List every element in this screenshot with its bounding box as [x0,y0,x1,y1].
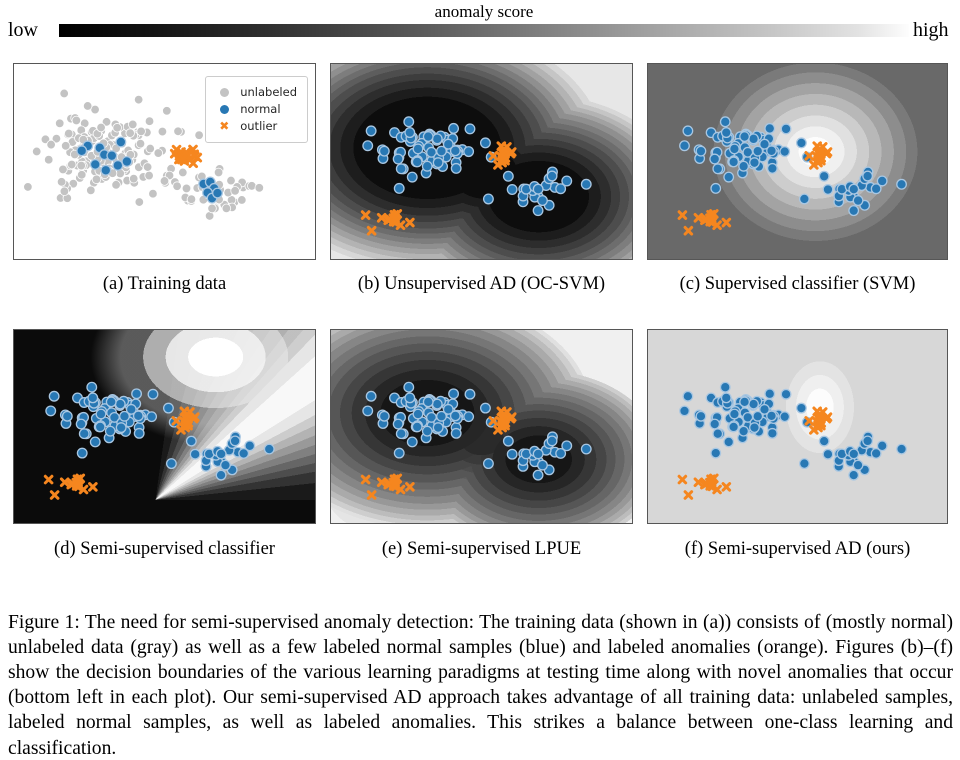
subcaption-d: (d) Semi-supervised classifier [54,539,275,559]
panel-svm [647,63,948,260]
scatter-plot-semisup-classifier [43,381,275,500]
legend-label: normal [240,102,281,116]
subcaption-e: (e) Semi-supervised LPUE [381,539,582,559]
legend-item-unlabeled: unlabeled [214,84,297,101]
scatter-plot-lpue [360,381,592,500]
subcaption-f: (f) Semi-supervised AD (ours) [684,539,911,559]
legend: unlabeled normal ✖ outlier [205,76,308,143]
colorbar-gradient [59,24,909,37]
legend-label: outlier [240,119,278,133]
colorbar-low-label: low [8,19,38,41]
panel-ocsvm [330,63,633,260]
panel-semisupervised-ad [647,329,948,524]
scatter-plot-semisup-ad [677,381,907,500]
outlier-x-icon: ✖ [219,119,230,133]
normal-dot-icon [214,105,234,114]
scatter-plot-training [23,88,265,221]
colorbar-title: anomaly score [434,2,534,21]
panel-semisupervised-classifier [13,329,316,524]
subcaption-c: (c) Supervised classifier (SVM) [679,274,916,294]
figure-caption: Figure 1: The need for semi-supervised a… [8,611,953,759]
unlabeled-dot-icon [214,88,234,97]
legend-item-outlier: ✖ outlier [214,118,297,135]
subcaption-b: (b) Unsupervised AD (OC-SVM) [357,274,606,294]
scatter-plot-ocsvm [360,116,592,236]
scatter-plot-svm [677,116,907,236]
colorbar-high-label: high [913,19,949,41]
legend-label: unlabeled [240,85,297,99]
legend-item-normal: normal [214,101,297,118]
panel-training-data: unlabeled normal ✖ outlier [13,63,316,260]
panel-lpue [330,329,633,524]
subcaption-a: (a) Training data [102,274,227,294]
